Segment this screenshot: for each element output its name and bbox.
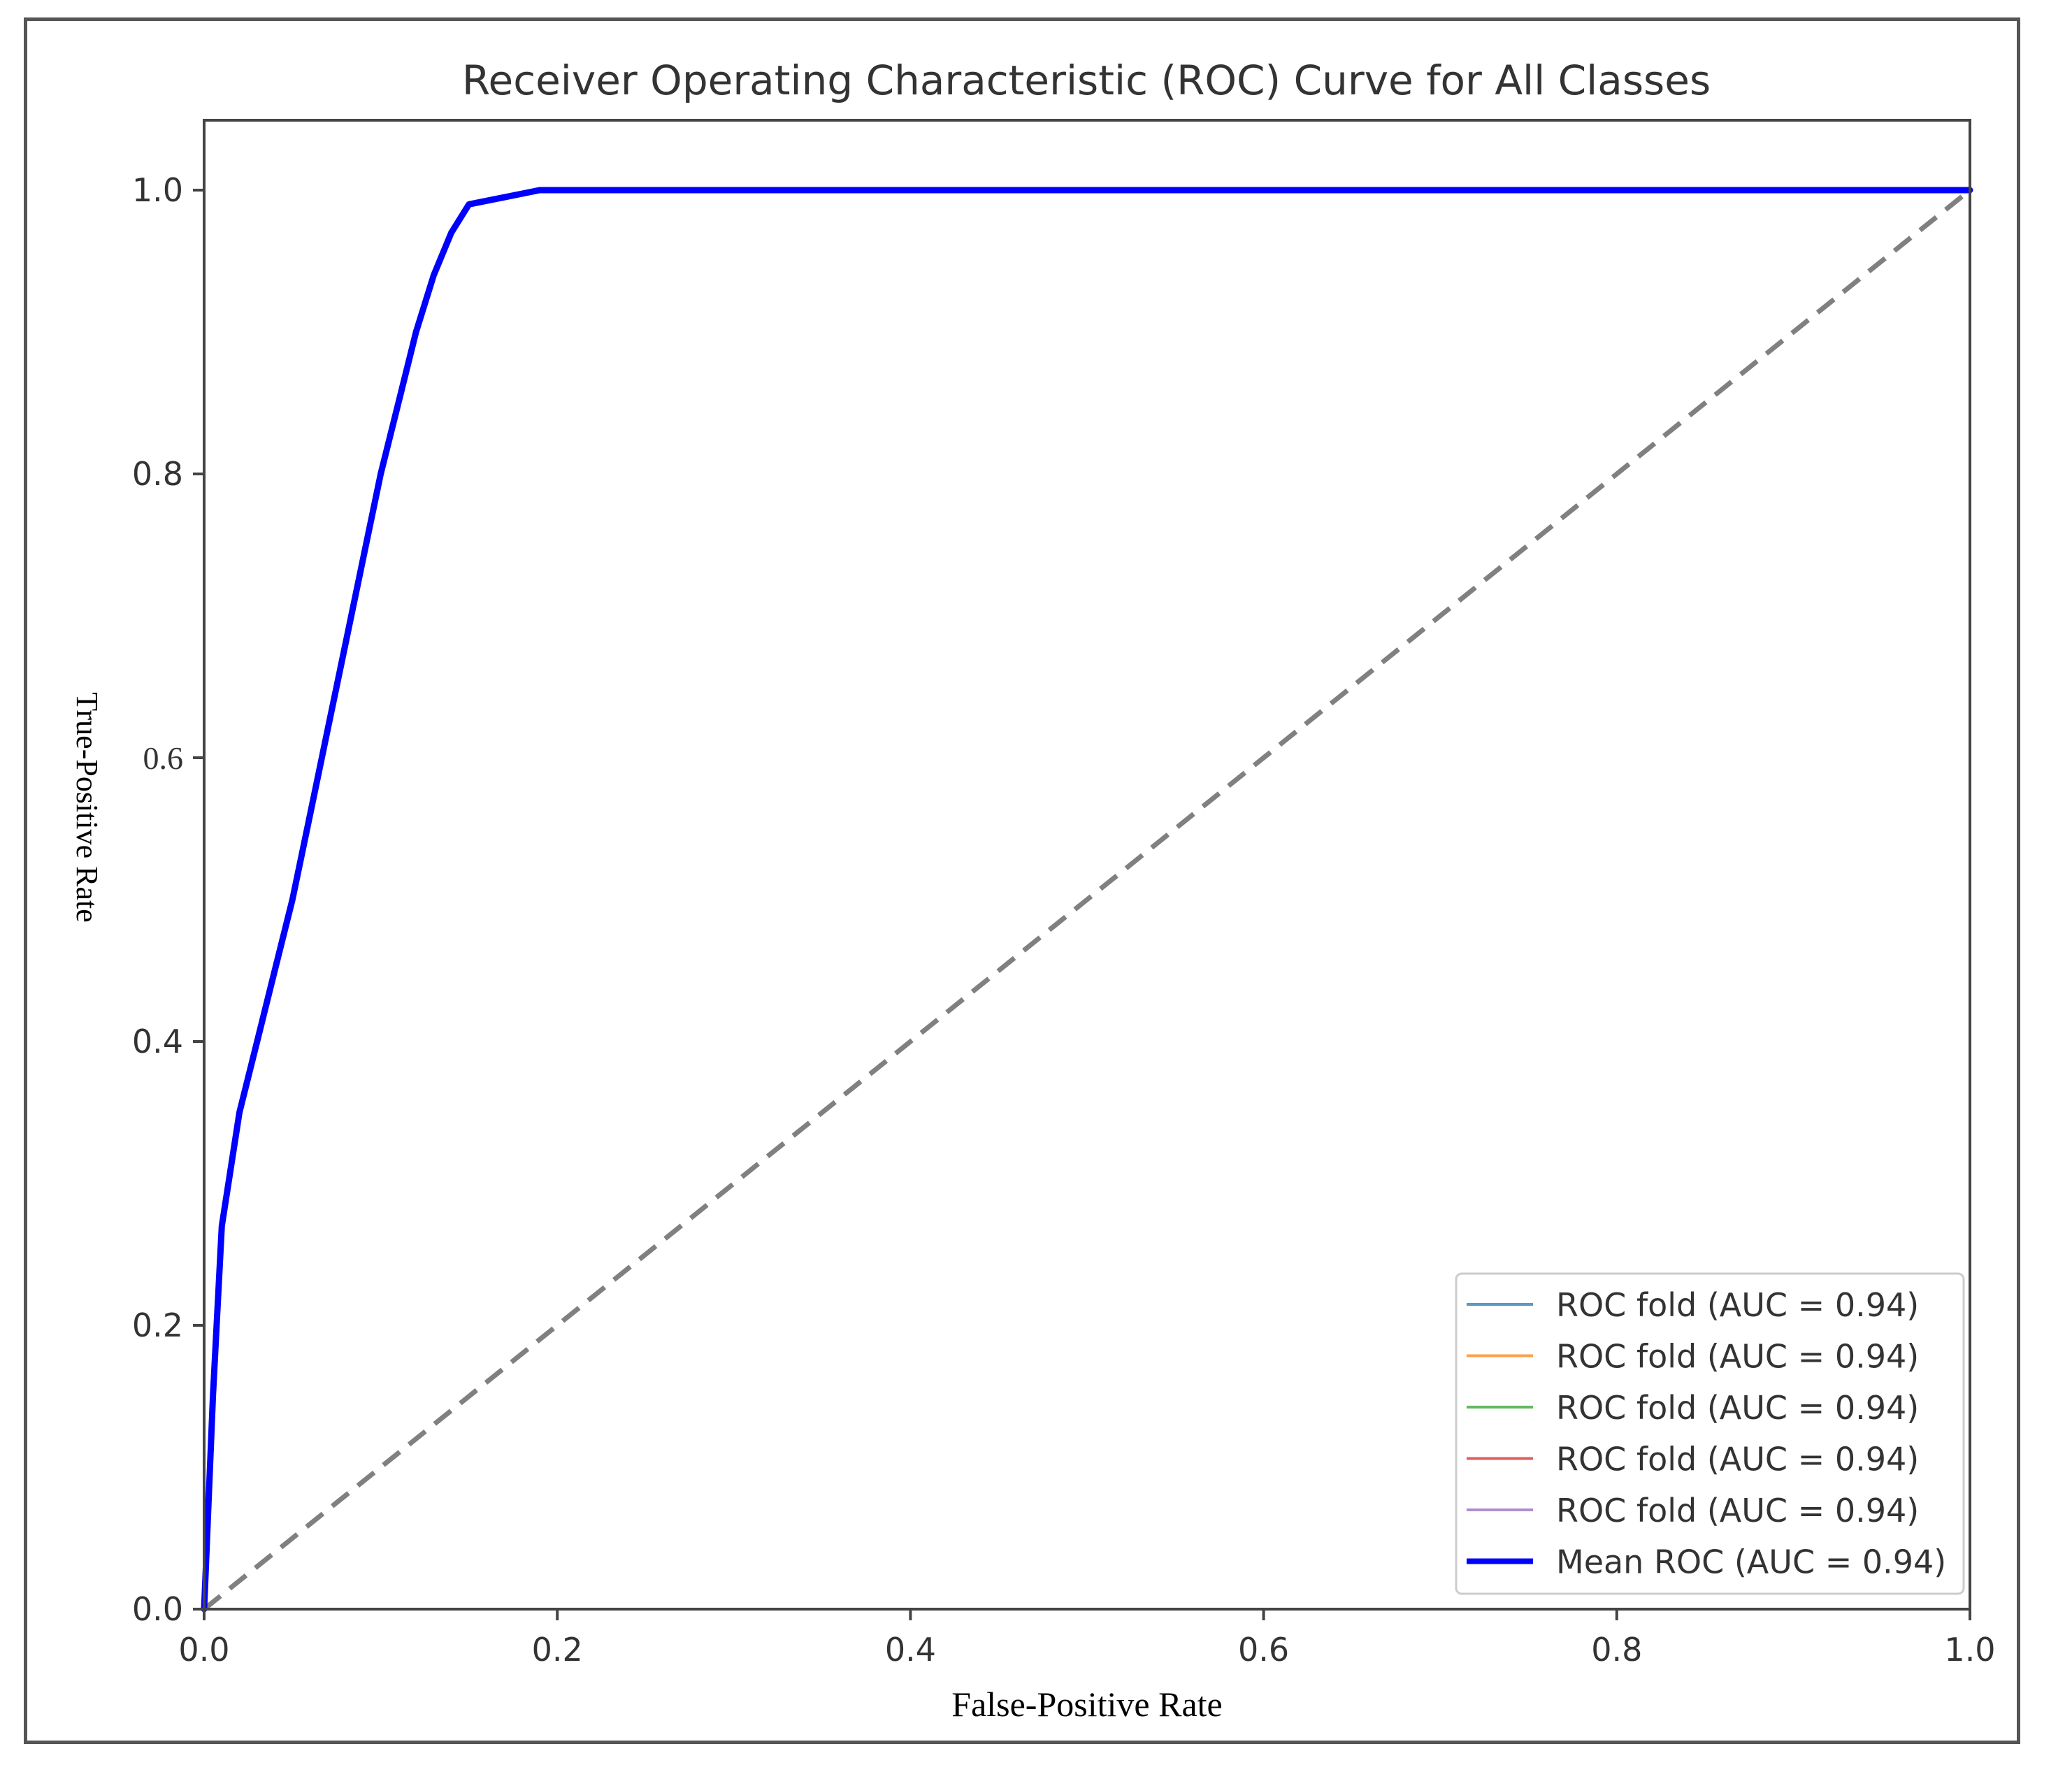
y-tick-label: 0.0 [132, 1590, 183, 1628]
y-tick-label: 0.8 [132, 455, 183, 493]
y-tick-label: 0.4 [132, 1023, 183, 1060]
legend-label: ROC fold (AUC = 0.94) [1556, 1492, 1919, 1529]
chance-diagonal-line [202, 188, 1972, 1611]
x-tick-label: 0.6 [1238, 1631, 1289, 1669]
legend-label: ROC fold (AUC = 0.94) [1556, 1441, 1919, 1478]
x-tick-label: 0.8 [1591, 1631, 1642, 1669]
chart-title: Receiver Operating Characteristic (ROC) … [462, 57, 1711, 104]
plot-area [203, 119, 1971, 1611]
figure-frame [24, 17, 2020, 1744]
y-axis-ticks: 0.0 0.2 0.4 0.6 0.8 1.0 [132, 171, 204, 1628]
legend: ROC fold (AUC = 0.94) ROC fold (AUC = 0.9… [1455, 1272, 1965, 1595]
legend-box [1455, 1272, 1965, 1595]
x-axis-ticks: 0.0 0.2 0.4 0.6 0.8 1.0 [178, 1609, 1996, 1669]
x-tick-label: 0.4 [885, 1631, 936, 1669]
legend-label: ROC fold (AUC = 0.94) [1556, 1286, 1919, 1324]
legend-label: Mean ROC (AUC = 0.94) [1556, 1543, 1946, 1581]
y-tick-label: 0.6 [143, 740, 184, 776]
x-tick-label: 1.0 [1944, 1631, 1995, 1669]
x-axis-label: False-Positive Rate [951, 1685, 1222, 1724]
legend-label: ROC fold (AUC = 0.94) [1556, 1338, 1919, 1376]
x-tick-label: 0.0 [178, 1631, 229, 1669]
plot-content [201, 187, 1973, 1613]
y-tick-label: 1.0 [132, 171, 183, 209]
x-tick-label: 0.2 [532, 1631, 583, 1669]
y-axis-label: True-Positive Rate [70, 692, 104, 923]
mean-roc-line [201, 187, 1973, 1613]
y-tick-label: 0.2 [132, 1306, 183, 1344]
legend-label: ROC fold (AUC = 0.94) [1556, 1389, 1919, 1427]
